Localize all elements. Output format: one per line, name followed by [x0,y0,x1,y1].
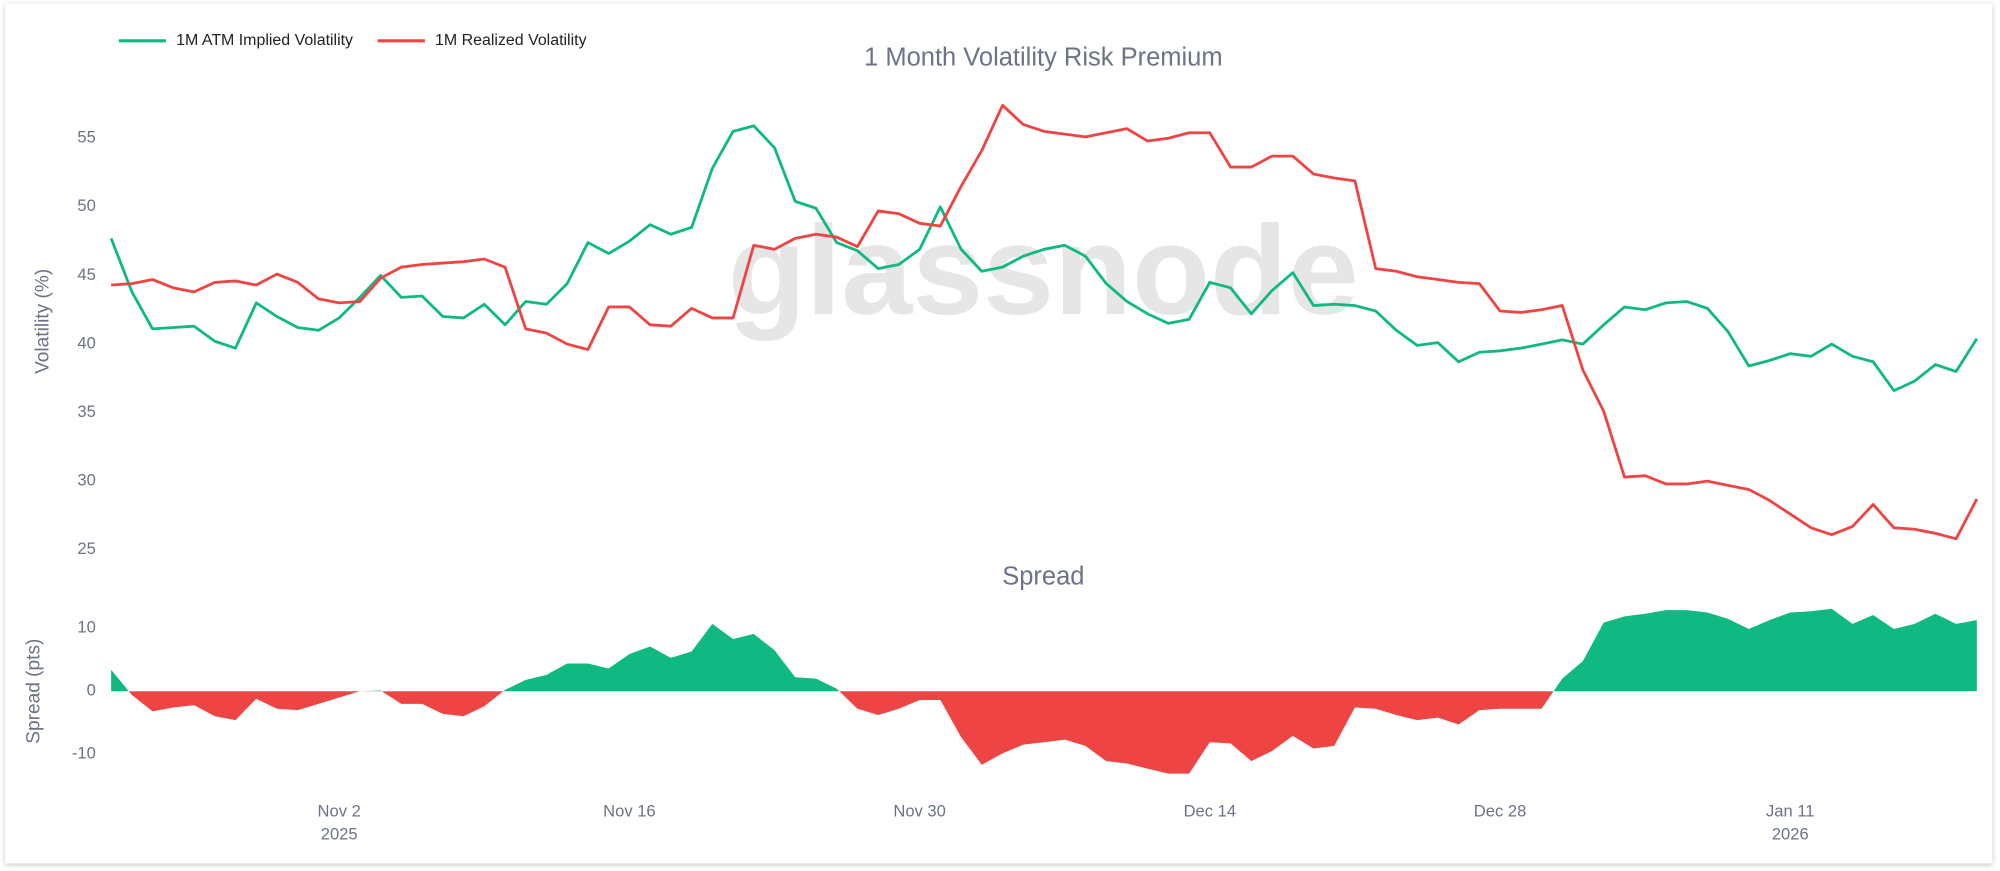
chart-title: 1 Month Volatility Risk Premium [864,43,1223,71]
spread-area-positive [111,608,1977,692]
y-tick-label: 35 [77,402,95,421]
y-tick-label: 10 [77,618,95,637]
x-tick-label: Jan 11 [1766,802,1815,821]
watermark: glassnode [728,200,1359,342]
x-tick-label: Dec 14 [1184,802,1236,821]
series-line [109,124,1979,393]
y-tick-label: 50 [77,196,95,215]
x-tick-label: Nov 2 [318,802,361,821]
series-line [111,103,1979,541]
y-tick-label: 25 [77,539,95,558]
x-tick-year: 2026 [1772,825,1809,844]
y-tick-label: 45 [77,265,95,284]
x-tick-label: Dec 28 [1474,802,1526,821]
y-tick-label: 40 [77,333,95,352]
y-tick-label: 0 [87,681,96,700]
y-tick-label: 30 [77,471,95,490]
x-tick-label: Nov 16 [603,802,655,821]
x-tick-year: 2025 [321,825,358,844]
spread-title: Spread [1002,562,1084,590]
y-axis-label: Spread (pts) [24,639,45,744]
legend-label: 1M Realized Volatility [435,32,587,49]
y-tick-label: 55 [77,128,95,147]
y-axis-label: Volatility (%) [33,269,54,374]
x-tick-label: Nov 30 [893,802,945,821]
y-tick-label: -10 [72,743,96,762]
spread-area-negative [111,691,1977,774]
legend-label: 1M ATM Implied Volatility [176,32,353,49]
